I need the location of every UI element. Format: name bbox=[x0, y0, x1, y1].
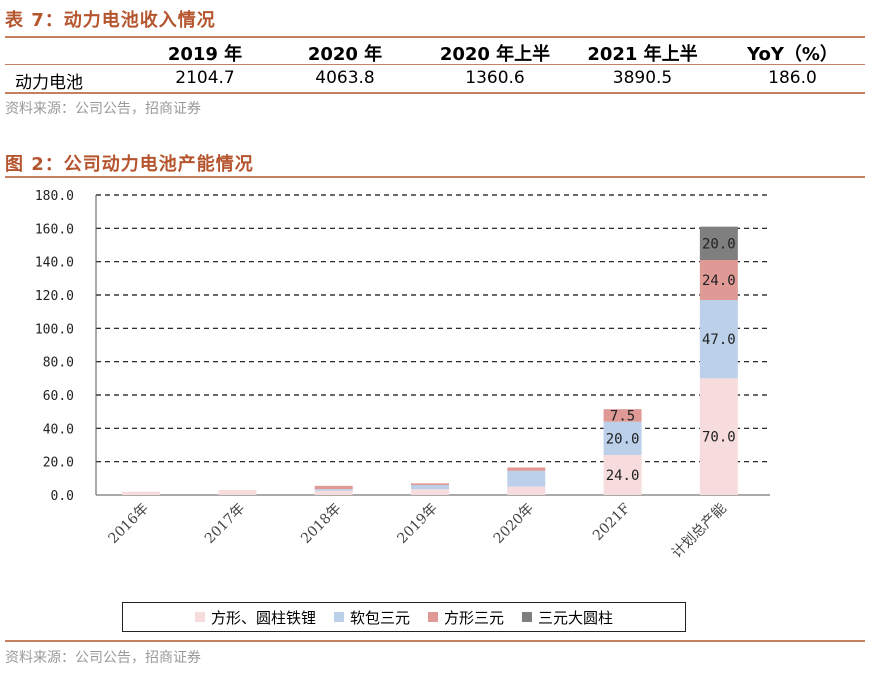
bar-segment bbox=[603, 409, 642, 422]
legend-swatch-large-cylinder bbox=[522, 612, 533, 622]
bar-segment bbox=[411, 489, 449, 495]
chart-top-rule bbox=[5, 176, 865, 178]
table-header-rule bbox=[5, 64, 865, 65]
data-label: 20.0 bbox=[702, 236, 736, 252]
bar-segment bbox=[507, 470, 546, 487]
legend-swatch-pouch-ternary bbox=[333, 612, 344, 622]
y-tick-label: 80.0 bbox=[43, 356, 74, 371]
table-cell-2020: 4063.8 bbox=[315, 68, 375, 88]
table-row-label: 动力电池 bbox=[15, 73, 83, 93]
x-category-label: 2017年 bbox=[202, 501, 248, 547]
table-header-cell-2019: 2019 年 bbox=[167, 44, 243, 65]
data-label: 70.0 bbox=[702, 430, 736, 446]
bar-segment bbox=[411, 485, 449, 490]
data-label: 20.0 bbox=[606, 431, 640, 447]
bar-segment bbox=[699, 260, 738, 300]
y-tick-label: 40.0 bbox=[43, 422, 74, 437]
table-cell-2021h1: 3890.5 bbox=[612, 68, 673, 88]
table-header-cell-2020h1: 2020 年上半 bbox=[439, 44, 551, 65]
legend-item-large-cylinder: 三元大圆柱 bbox=[522, 607, 613, 628]
bar-segment bbox=[314, 490, 353, 495]
legend-item-pouch-ternary: 软包三元 bbox=[333, 607, 410, 628]
bar-segment bbox=[411, 483, 449, 485]
legend-label-pouch-ternary: 软包三元 bbox=[349, 608, 410, 627]
x-category-label: 计划总产能 bbox=[669, 501, 730, 562]
table-top-rule bbox=[5, 36, 865, 38]
x-category-label: 2018年 bbox=[298, 501, 344, 547]
chart-source: 资料来源：公司公告，招商证券 bbox=[5, 650, 201, 666]
table-header-cell-2021h1: 2021 年上半 bbox=[587, 44, 698, 65]
y-tick-label: 100.0 bbox=[35, 322, 74, 337]
legend-item-prismatic-ternary: 方形三元 bbox=[428, 607, 504, 628]
data-label: 7.5 bbox=[610, 408, 635, 424]
chart-title: 图 2：公司动力电池产能情况 bbox=[5, 154, 254, 175]
legend-label-large-cylinder: 三元大圆柱 bbox=[538, 608, 614, 627]
bar-segment bbox=[507, 467, 546, 471]
y-tick-label: 180.0 bbox=[35, 189, 74, 204]
bar-segment bbox=[699, 378, 738, 495]
table-header-cell-2020: 2020 年 bbox=[307, 44, 383, 65]
table-cell-yoy: 186.0 bbox=[768, 68, 817, 88]
bar-segment bbox=[603, 455, 642, 495]
y-tick-label: 120.0 bbox=[35, 289, 74, 304]
y-tick-label: 20.0 bbox=[43, 456, 74, 471]
bar-segment bbox=[699, 226, 738, 260]
bar-segment bbox=[507, 486, 546, 495]
chart-legend: 方形、圆柱铁锂 软包三元 方形三元 三元大圆柱 bbox=[122, 602, 686, 632]
y-tick-label: 160.0 bbox=[35, 222, 74, 237]
legend-swatch-lfp bbox=[194, 612, 205, 622]
x-category-label: 2020年 bbox=[491, 501, 537, 547]
y-tick-label: 60.0 bbox=[43, 389, 74, 404]
income-table: 2019 年 2020 年 2020 年上半 2021 年上半 YoY（%） 动… bbox=[5, 38, 865, 94]
x-category-label: 2019年 bbox=[394, 501, 440, 547]
legend-item-lfp: 方形、圆柱铁锂 bbox=[194, 607, 316, 628]
bar-segment bbox=[603, 421, 642, 455]
x-category-label: 2021F bbox=[590, 500, 634, 544]
table-header-cell-yoy: YoY（%） bbox=[747, 44, 838, 65]
chart-bottom-rule bbox=[5, 640, 865, 642]
x-category-label: 2016年 bbox=[106, 501, 152, 547]
legend-swatch-prismatic-ternary bbox=[428, 612, 438, 622]
data-label: 24.0 bbox=[606, 468, 640, 484]
capacity-chart: 0.0 20.0 40.0 60.0 80.0 100.0 120.0 140.0 160.0 1… bbox=[35, 189, 770, 562]
table-cell-2019: 2104.7 bbox=[175, 68, 235, 88]
table-cell-2020h1: 1360.6 bbox=[465, 68, 525, 88]
bar-segment bbox=[314, 489, 353, 491]
bar-segment bbox=[314, 485, 353, 490]
legend-label-lfp: 方形、圆柱铁锂 bbox=[210, 608, 316, 627]
data-label: 24.0 bbox=[702, 273, 736, 289]
bar-segment bbox=[699, 300, 738, 379]
data-label: 47.0 bbox=[702, 332, 736, 348]
bar-segment bbox=[122, 491, 161, 495]
table-source: 资料来源：公司公告，招商证券 bbox=[5, 101, 201, 117]
y-tick-label: 0.0 bbox=[51, 489, 74, 504]
bar-segment bbox=[218, 490, 257, 495]
y-tick-label: 140.0 bbox=[35, 256, 74, 271]
table-title: 表 7：动力电池收入情况 bbox=[5, 10, 216, 31]
table-bottom-rule bbox=[5, 92, 865, 94]
legend-label-prismatic-ternary: 方形三元 bbox=[444, 608, 505, 627]
